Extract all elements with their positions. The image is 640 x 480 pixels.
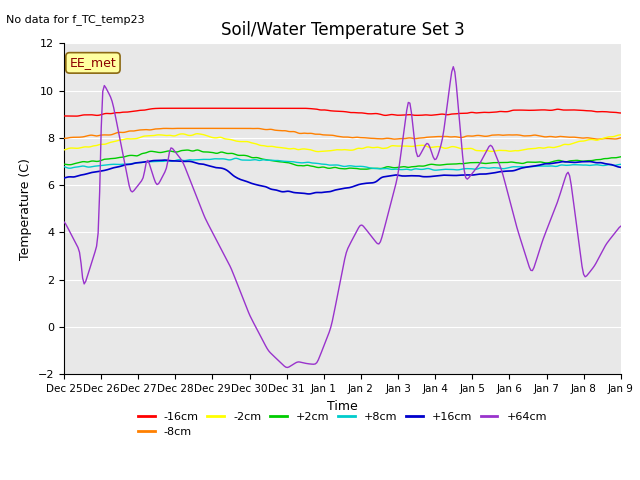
- X-axis label: Time: Time: [327, 400, 358, 413]
- Y-axis label: Temperature (C): Temperature (C): [19, 158, 32, 260]
- Title: Soil/Water Temperature Set 3: Soil/Water Temperature Set 3: [221, 21, 464, 39]
- Legend: -16cm, -8cm, -2cm, +2cm, +8cm, +16cm, +64cm: -16cm, -8cm, -2cm, +2cm, +8cm, +16cm, +6…: [134, 407, 551, 442]
- Text: No data for f_TC_temp23: No data for f_TC_temp23: [6, 14, 145, 25]
- Text: EE_met: EE_met: [70, 56, 116, 70]
